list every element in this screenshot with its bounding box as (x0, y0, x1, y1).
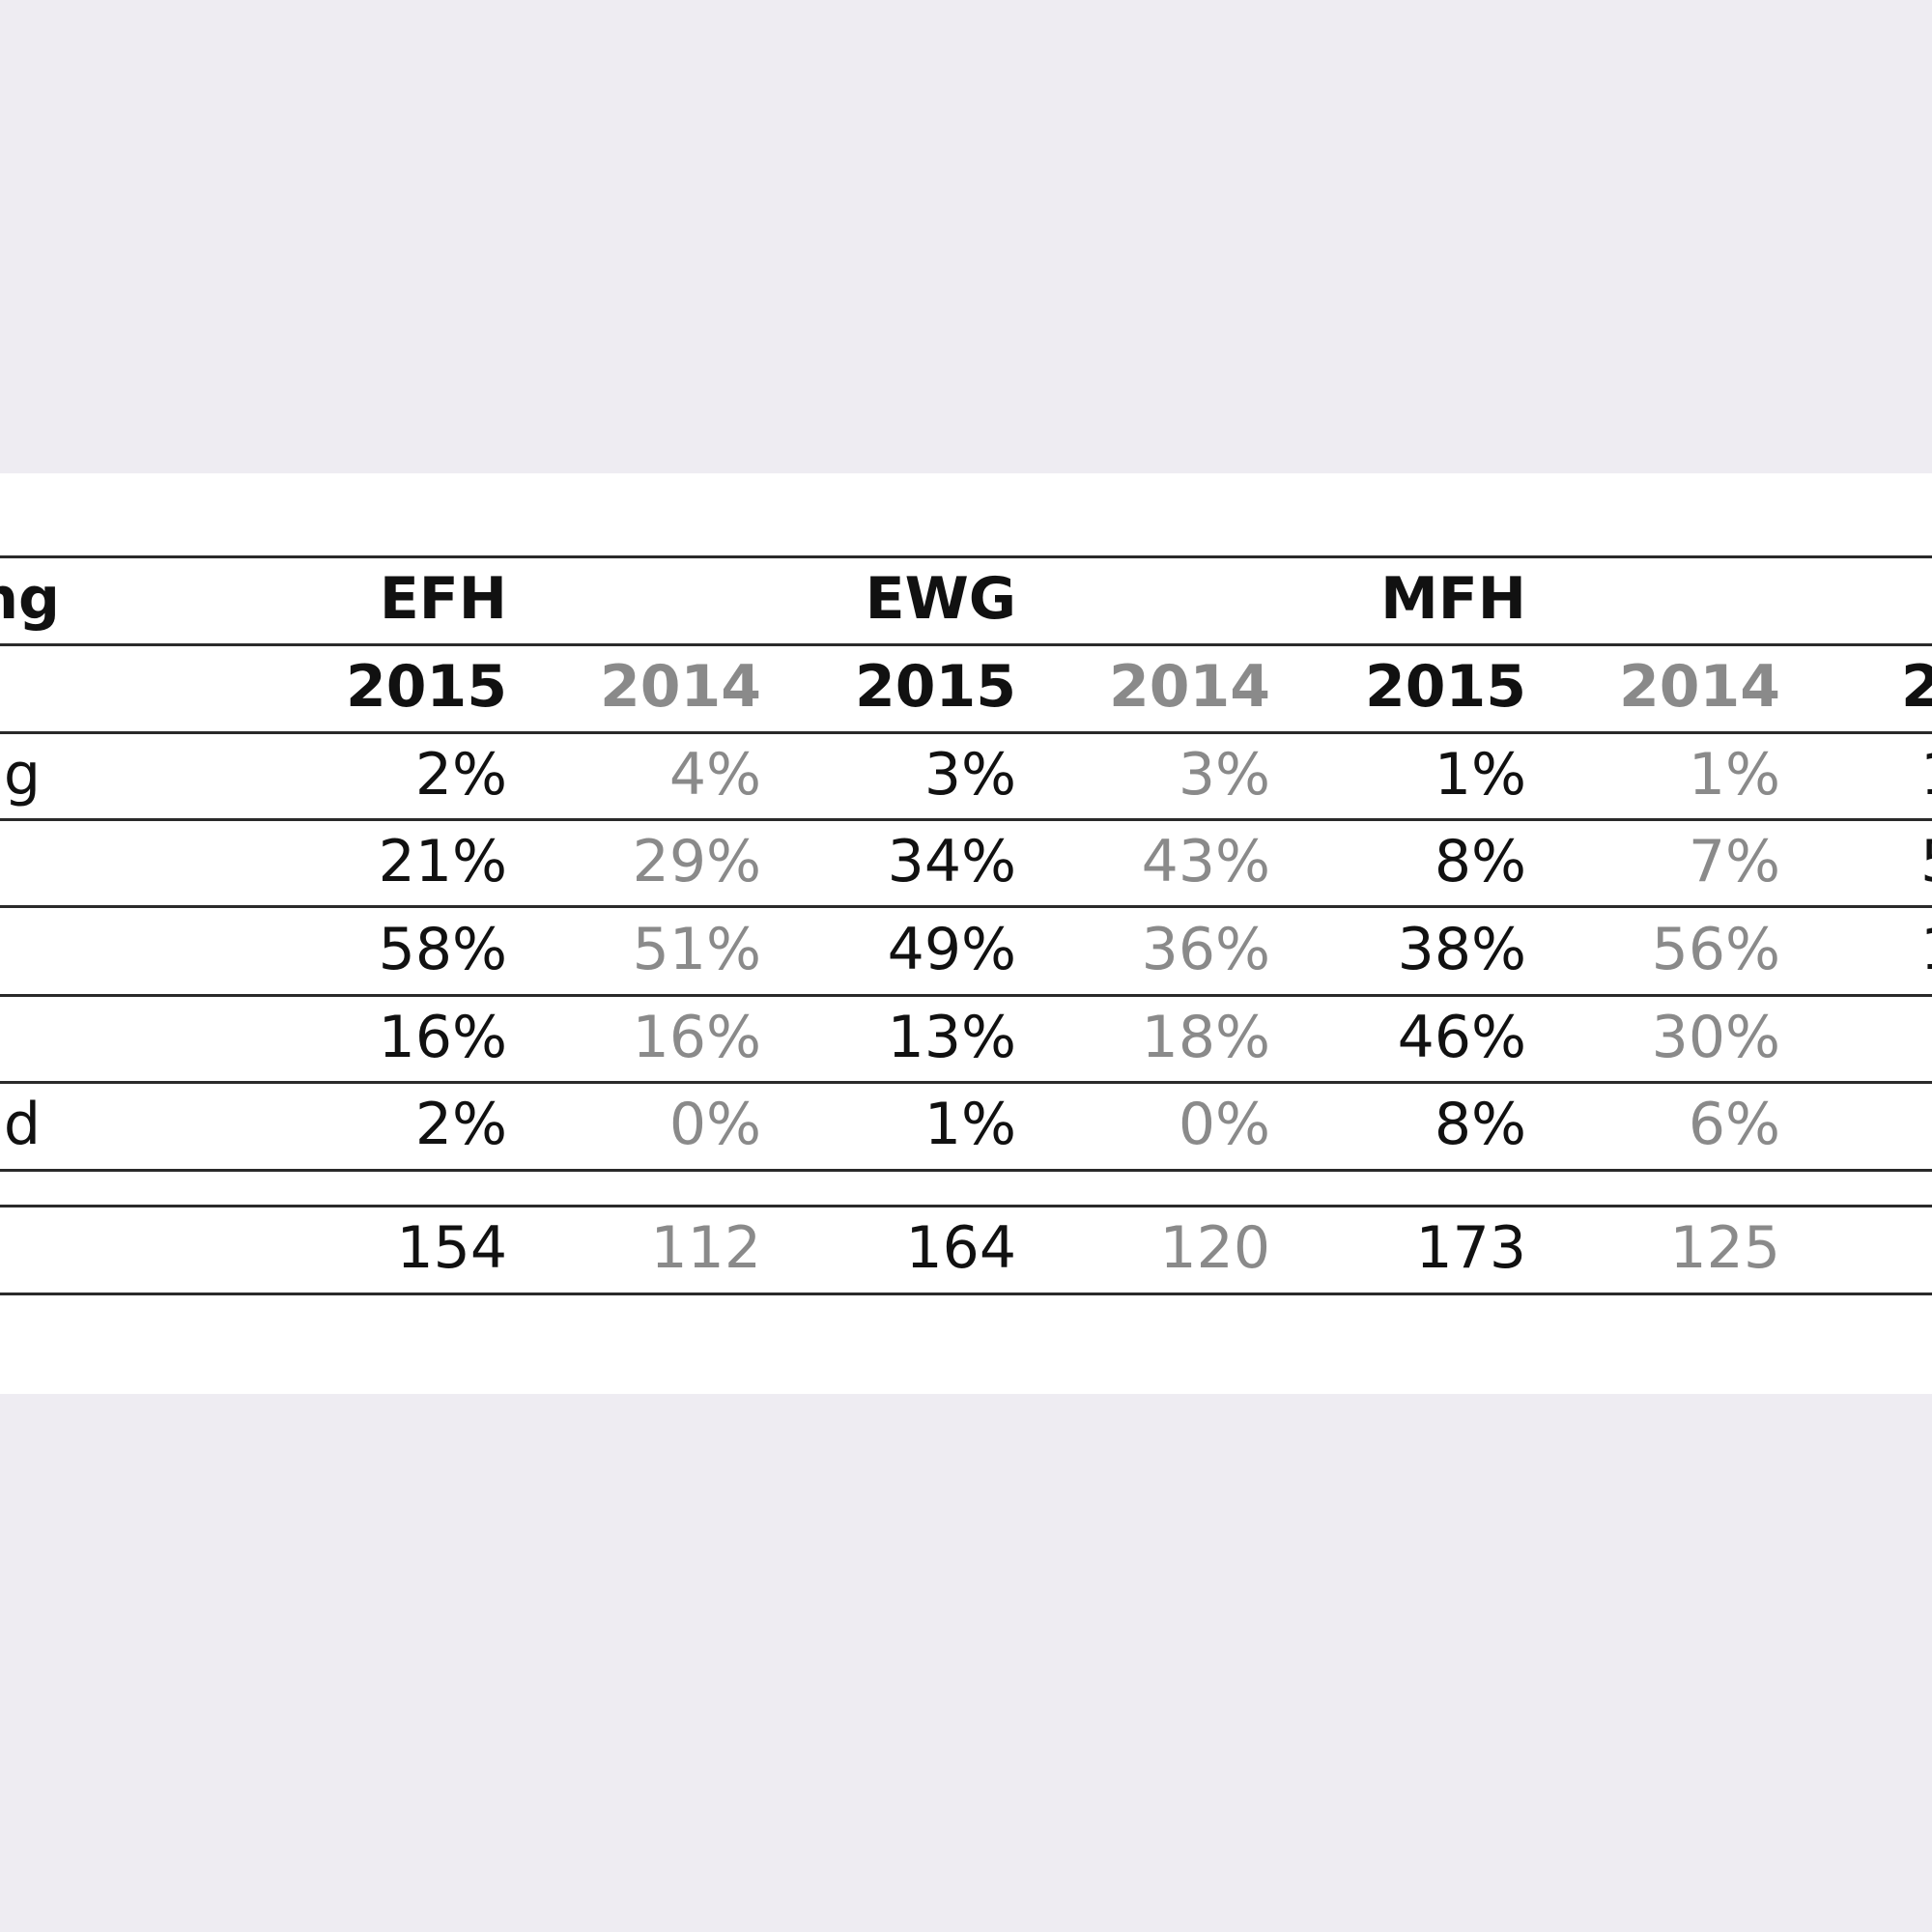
cell-r1-c4: 3% (1178, 741, 1270, 809)
cell-r2-c4: 43% (1141, 828, 1270, 895)
cell-r5-c2: 0% (668, 1091, 761, 1158)
cell-r3-c2: 51% (632, 916, 761, 983)
cell-r5-c6: 6% (1688, 1091, 1780, 1158)
total-c2: 112 (650, 1214, 761, 1282)
rule-total-top (0, 1205, 1932, 1208)
cell-r5-c5: 8% (1434, 1091, 1526, 1158)
year-ewg-2015: 2015 (855, 653, 1016, 721)
header-label: ng (0, 565, 60, 633)
year-mfh-2015: 2015 (1365, 653, 1526, 721)
cell-r5-c4: 0% (1178, 1091, 1270, 1158)
rule-row-5 (0, 1169, 1932, 1172)
cell-r3-c3: 49% (887, 916, 1016, 983)
year-efh-2015: 2015 (346, 653, 507, 721)
group-header-mfh: MFH (1380, 565, 1526, 633)
total-c6: 125 (1669, 1214, 1780, 1282)
group-header-efh: EFH (379, 565, 507, 633)
rule-row-4 (0, 1081, 1932, 1084)
cell-r4-c6: 30% (1651, 1004, 1780, 1071)
row-label-5: d (3, 1091, 41, 1158)
total-c5: 173 (1415, 1214, 1526, 1282)
cell-r4-c2: 16% (632, 1004, 761, 1071)
total-c4: 120 (1159, 1214, 1270, 1282)
cell-r3-c4: 36% (1141, 916, 1270, 983)
year-col7: 2 (1901, 653, 1932, 721)
cell-r1-c1: 2% (414, 741, 507, 809)
rule-bottom (0, 1293, 1932, 1295)
rule-top (0, 555, 1932, 558)
cell-r2-c5: 8% (1434, 828, 1526, 895)
cell-r4-c3: 13% (887, 1004, 1016, 1071)
cell-r3-c1: 58% (378, 916, 507, 983)
year-ewg-2014: 2014 (1109, 653, 1270, 721)
cell-r1-c6: 1% (1688, 741, 1780, 809)
cell-r4-c1: 16% (378, 1004, 507, 1071)
cell-r3-c7: 1 (1920, 921, 1932, 979)
total-c1: 154 (396, 1214, 507, 1282)
cell-r2-c1: 21% (378, 828, 507, 895)
cell-r4-c5: 46% (1397, 1004, 1526, 1071)
cell-r2-c3: 34% (887, 828, 1016, 895)
rule-header (0, 643, 1932, 646)
total-c3: 164 (905, 1214, 1016, 1282)
cell-r3-c6: 56% (1651, 916, 1780, 983)
cell-r3-c5: 38% (1397, 916, 1526, 983)
cell-r2-c6: 7% (1688, 828, 1780, 895)
year-mfh-2014: 2014 (1619, 653, 1780, 721)
row-label-1: ig (0, 741, 41, 809)
cell-r4-c4: 18% (1141, 1004, 1270, 1071)
cell-r1-c3: 3% (923, 741, 1016, 809)
rule-years (0, 731, 1932, 734)
cell-r1-c5: 1% (1434, 741, 1526, 809)
cell-r5-c3: 1% (923, 1091, 1016, 1158)
group-header-ewg: EWG (865, 565, 1016, 633)
cell-r1-c7: 1 (1920, 746, 1932, 804)
table-panel: ng EFH EWG MFH E 2015 2014 2015 2014 201… (0, 473, 1932, 1394)
cell-r5-c1: 2% (414, 1091, 507, 1158)
cell-r2-c2: 29% (632, 828, 761, 895)
cell-r2-c7: 5 (1920, 833, 1932, 891)
year-efh-2014: 2014 (600, 653, 761, 721)
rule-row-3 (0, 994, 1932, 997)
cell-r1-c2: 4% (668, 741, 761, 809)
rule-row-1 (0, 818, 1932, 821)
rule-row-2 (0, 905, 1932, 908)
